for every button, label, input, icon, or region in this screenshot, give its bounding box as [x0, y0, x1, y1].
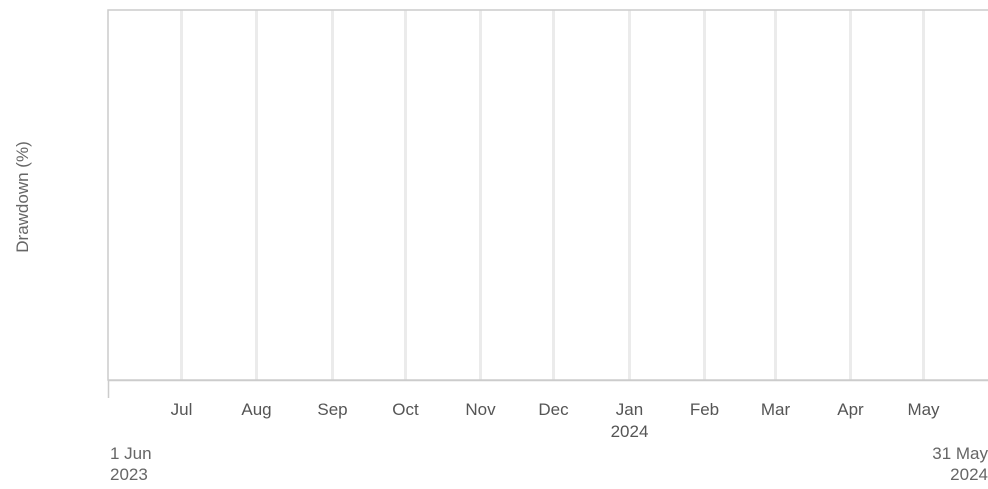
x-tick-label-oct: Oct: [392, 400, 419, 419]
x-range-start-label: 1 Jun 2023: [110, 444, 152, 484]
x-tick-label-apr: Apr: [837, 400, 864, 419]
x-tick-label-jan: Jan: [616, 400, 643, 419]
x-range-end-label: 31 May 2024: [932, 444, 988, 484]
x-tick-label-sep: Sep: [317, 400, 347, 419]
x-range-start-line1: 1 Jun: [110, 444, 152, 463]
x-tick-label-dec: Dec: [538, 400, 569, 419]
x-tick-label-aug: Aug: [241, 400, 271, 419]
x-range-end-line1: 31 May: [932, 444, 988, 463]
x-tick-label-mar: Mar: [761, 400, 791, 419]
x-tick-label-jul: Jul: [171, 400, 193, 419]
x-range-start-line2: 2023: [110, 465, 148, 484]
x-tick-label-feb: Feb: [690, 400, 719, 419]
x-range-end-line2: 2024: [950, 465, 988, 484]
x-axis-ticks: Jul Aug Sep Oct Nov Dec Jan 2024 Feb Mar Apr May: [171, 400, 940, 441]
x-tick-sublabel-jan: 2024: [611, 422, 649, 441]
x-tick-label-may: May: [907, 400, 940, 419]
plot-area-border: [107, 9, 988, 381]
x-tick-label-nov: Nov: [465, 400, 496, 419]
y-axis-title: Drawdown (%): [13, 141, 32, 252]
grid-lines: [180, 10, 925, 380]
